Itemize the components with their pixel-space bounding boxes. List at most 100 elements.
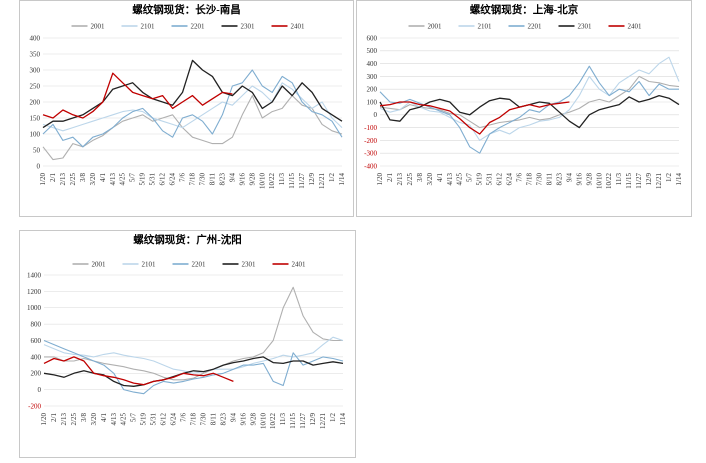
x-tick-label: 11/3 bbox=[615, 173, 623, 186]
x-tick-label: 3/8 bbox=[416, 173, 424, 182]
y-tick-label: -300 bbox=[364, 150, 377, 158]
y-tick-label: 0 bbox=[38, 386, 42, 394]
legend-label-2301: 2301 bbox=[578, 22, 593, 30]
x-tick-label: 12/21 bbox=[655, 173, 663, 189]
x-tick-label: 12/9 bbox=[309, 413, 317, 426]
x-tick-label: 5/31 bbox=[486, 173, 494, 186]
x-tick-label: 2/1 bbox=[386, 173, 394, 182]
series-line-2101 bbox=[379, 56, 680, 141]
x-tick-label: 1/2 bbox=[665, 173, 673, 182]
y-tick-label: 300 bbox=[30, 66, 41, 74]
x-tick-label: 10/22 bbox=[269, 413, 277, 429]
y-tick-label: 500 bbox=[367, 47, 378, 55]
y-tick-label: -100 bbox=[364, 124, 377, 132]
x-tick-label: 9/16 bbox=[239, 413, 247, 426]
series-line-2201 bbox=[43, 339, 344, 395]
x-tick-label: 9/4 bbox=[229, 413, 237, 422]
y-tick-label: 800 bbox=[31, 321, 42, 329]
x-tick-label: 3/8 bbox=[79, 173, 87, 182]
x-tick-label: 11/27 bbox=[635, 173, 643, 189]
series-line-2101 bbox=[43, 336, 344, 374]
chart-title: 螺纹钢现货：长沙-南昌 bbox=[132, 5, 241, 16]
y-tick-label: 100 bbox=[367, 98, 378, 106]
x-tick-label: 4/1 bbox=[100, 413, 108, 422]
x-tick-label: 10/10 bbox=[259, 413, 267, 429]
x-tick-label: 9/4 bbox=[565, 173, 573, 182]
x-tick-label: 2/25 bbox=[69, 173, 77, 186]
x-tick-label: 7/30 bbox=[198, 173, 206, 186]
y-tick-label: 1000 bbox=[27, 304, 42, 312]
x-tick-label: 6/24 bbox=[169, 173, 177, 186]
x-tick-label: 11/15 bbox=[625, 173, 633, 189]
x-tick-label: 2/1 bbox=[49, 173, 57, 182]
x-tick-label: 6/24 bbox=[506, 173, 514, 186]
x-tick-label: 1/14 bbox=[675, 173, 683, 186]
x-tick-label: 4/1 bbox=[436, 173, 444, 182]
y-tick-label: -400 bbox=[364, 162, 377, 170]
legend-label-2301: 2301 bbox=[241, 22, 256, 30]
x-tick-label: 5/7 bbox=[129, 173, 137, 182]
x-tick-label: 2/13 bbox=[59, 173, 67, 186]
series-line-2001 bbox=[379, 75, 680, 129]
x-tick-label: 10/22 bbox=[605, 173, 613, 189]
series-line-2301 bbox=[379, 94, 680, 129]
x-tick-label: 9/28 bbox=[249, 413, 257, 426]
x-tick-label: 4/1 bbox=[99, 173, 107, 182]
y-tick-label: 1200 bbox=[27, 288, 42, 296]
y-tick-label: 200 bbox=[367, 86, 378, 94]
x-tick-label: 8/23 bbox=[218, 173, 226, 186]
x-tick-label: 5/19 bbox=[476, 173, 484, 186]
x-tick-label: 1/20 bbox=[376, 173, 384, 186]
x-tick-label: 5/7 bbox=[130, 413, 138, 422]
legend-label-2001: 2001 bbox=[92, 260, 107, 268]
x-tick-label: 12/9 bbox=[645, 173, 653, 186]
y-tick-label: 400 bbox=[31, 353, 42, 361]
x-tick-label: 2/25 bbox=[406, 173, 414, 186]
x-tick-label: 11/15 bbox=[288, 173, 296, 189]
y-tick-label: -200 bbox=[364, 137, 377, 145]
y-tick-label: 400 bbox=[30, 34, 41, 42]
y-tick-label: 400 bbox=[367, 60, 378, 68]
chart-panel-shanghai-beijing: 螺纹钢现货：上海-北京 -400 -300 -200 -100 0 100 200 300 40… bbox=[356, 0, 692, 217]
x-tick-label: 1/20 bbox=[39, 173, 47, 186]
line-chart-guangzhou-shenyang: -200 0 200 400 600 800 1000 1200 1400 1/20 2/1 2/13… bbox=[27, 260, 347, 429]
y-tick-label: 300 bbox=[367, 73, 378, 81]
x-tick-label: 7/18 bbox=[526, 173, 534, 186]
legend-label-2201: 2201 bbox=[528, 22, 543, 30]
legend-label-2101: 2101 bbox=[141, 22, 156, 30]
x-tick-label: 4/25 bbox=[456, 173, 464, 186]
series-line-2201 bbox=[42, 69, 343, 148]
x-tick-label: 4/13 bbox=[110, 413, 118, 426]
x-tick-label: 12/21 bbox=[318, 173, 326, 189]
y-tick-label: -200 bbox=[28, 402, 41, 410]
chart-panel-guangzhou-shenyang: 螺纹钢现货：广州-沈阳 -200 0 200 400 600 800 1000 1200 140… bbox=[19, 230, 356, 458]
x-tick-label: 8/23 bbox=[555, 173, 563, 186]
legend-label-2201: 2201 bbox=[191, 22, 206, 30]
x-tick-label: 1/2 bbox=[328, 173, 336, 182]
x-tick-label: 1/14 bbox=[339, 413, 347, 426]
x-tick-label: 6/12 bbox=[159, 173, 167, 186]
x-tick-label: 7/6 bbox=[180, 413, 188, 422]
x-tick-label: 2/1 bbox=[50, 413, 58, 422]
x-tick-label: 3/20 bbox=[90, 413, 98, 426]
x-tick-label: 8/11 bbox=[545, 173, 553, 186]
y-tick-label: 200 bbox=[30, 98, 41, 106]
x-tick-label: 10/10 bbox=[258, 173, 266, 189]
y-tick-label: 250 bbox=[30, 82, 41, 90]
legend-label-2301: 2301 bbox=[242, 260, 257, 268]
series-line-2101 bbox=[42, 82, 343, 132]
y-tick-label: 600 bbox=[367, 34, 378, 42]
chart-panel-changsha-nanchang: 螺纹钢现货：长沙-南昌 0 50 100 150 200 250 300 350 400 1/20… bbox=[19, 0, 354, 217]
y-tick-label: 100 bbox=[30, 130, 41, 138]
x-tick-label: 7/30 bbox=[199, 413, 207, 426]
x-tick-label: 11/27 bbox=[299, 413, 307, 429]
legend-label-2101: 2101 bbox=[478, 22, 493, 30]
x-tick-label: 3/8 bbox=[80, 413, 88, 422]
x-tick-label: 7/6 bbox=[516, 173, 524, 182]
x-tick-label: 12/9 bbox=[308, 173, 316, 186]
x-tick-label: 8/11 bbox=[208, 173, 216, 186]
x-tick-label: 11/15 bbox=[289, 413, 297, 429]
x-tick-label: 6/24 bbox=[170, 413, 178, 426]
x-tick-label: 7/18 bbox=[189, 173, 197, 186]
x-tick-label: 5/7 bbox=[466, 173, 474, 182]
